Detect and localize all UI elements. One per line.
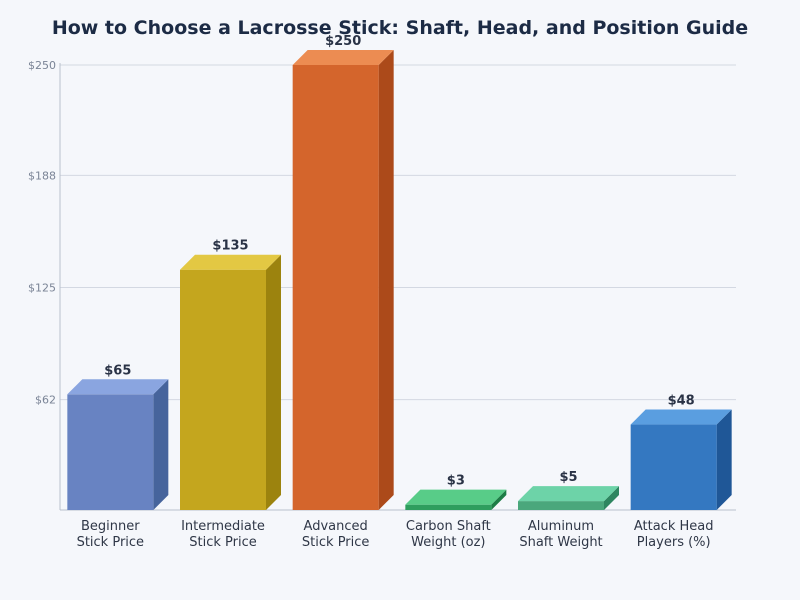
x-tick-label-line: Attack Head (634, 519, 714, 534)
bar-side (378, 50, 394, 510)
grid-layer (60, 64, 736, 401)
bar-top (630, 409, 732, 425)
x-tick-label-line: Aluminum (528, 519, 594, 534)
bar-layer (67, 50, 732, 510)
x-tick-label-line: Shaft Weight (519, 535, 602, 550)
data-label: $3 (447, 474, 465, 489)
bar-side (266, 254, 281, 510)
x-tick-label-line: Carbon Shaft (406, 519, 491, 534)
data-label: $48 (668, 394, 695, 409)
x-tick-label-line: Players (%) (637, 535, 711, 550)
bar-top (292, 50, 394, 65)
data-label: $135 (212, 239, 248, 254)
x-tick-label-line: Advanced (304, 519, 368, 534)
x-tick-label-line: Beginner (81, 519, 140, 534)
x-tick-label: Attack Head Players (%) (634, 519, 714, 550)
y-tick-label: $62 (35, 394, 56, 407)
bar (518, 501, 604, 510)
bar (405, 504, 492, 510)
bar-top (67, 379, 169, 395)
bar (630, 424, 717, 510)
bar (67, 394, 154, 510)
x-tick-label: Aluminum Shaft Weight (519, 519, 602, 550)
x-tick-label-line: Stick Price (77, 535, 144, 550)
x-tick-label-line: Weight (oz) (411, 535, 485, 550)
data-label: $65 (104, 363, 131, 378)
y-tick-label: $188 (28, 169, 56, 182)
bar (292, 65, 379, 510)
chart-title: How to Choose a Lacrosse Stick: Shaft, H… (52, 17, 748, 39)
x-tick-label-line: Intermediate (181, 519, 265, 534)
data-label: $5 (559, 470, 577, 485)
x-tick-label: Carbon Shaft Weight (oz) (406, 519, 491, 550)
y-tick-label: $125 (28, 282, 56, 295)
bar-top (180, 254, 281, 270)
x-tick-label: Beginner Stick Price (77, 519, 144, 550)
bar-side (604, 486, 619, 510)
bar-side (153, 379, 169, 510)
x-tick-label: Advanced Stick Price (302, 519, 369, 550)
data-label: $250 (325, 34, 361, 49)
x-tick-label-line: Stick Price (302, 535, 369, 550)
bar-side (491, 489, 507, 510)
bar-top (518, 486, 619, 502)
x-tick-label: Intermediate Stick Price (181, 519, 265, 550)
axis-layer: $62 $125 $188 $250 (28, 59, 736, 511)
bar-side (716, 409, 732, 510)
y-tick-label: $250 (28, 59, 56, 72)
bar-top (405, 489, 507, 505)
x-tick-label-line: Stick Price (189, 535, 256, 550)
bar (180, 269, 266, 510)
